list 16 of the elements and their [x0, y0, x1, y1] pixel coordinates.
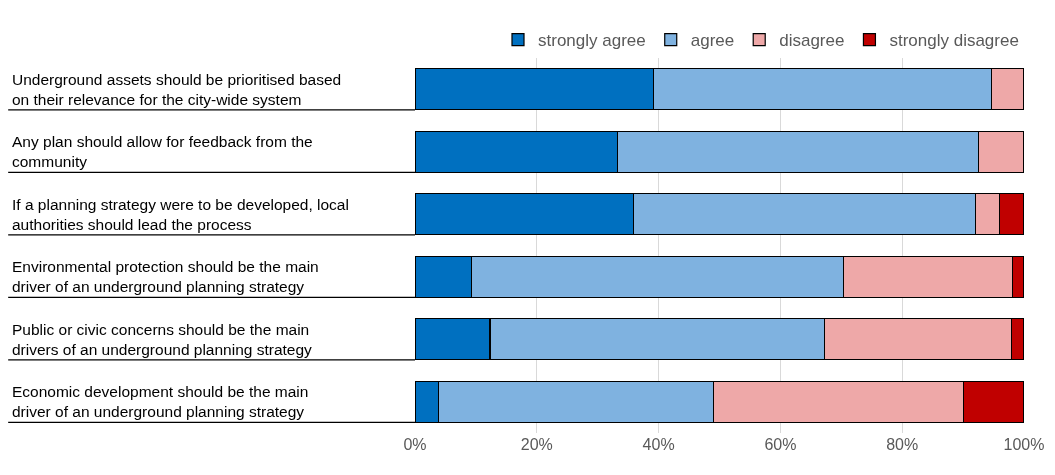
- legend-label: strongly disagree: [889, 31, 1019, 51]
- y-tick-label: Economic development should be the main driver of an underground planning strategy: [12, 383, 309, 421]
- x-tick-label: 60%: [764, 436, 797, 453]
- y-tick-label: Environmental protection should be the main driver of an underground planning strategy: [12, 258, 319, 296]
- y-tick-label: Any plan should allow for feedback from the community: [12, 133, 313, 171]
- x-tick-label: 40%: [642, 436, 675, 453]
- legend-label: disagree: [779, 31, 845, 51]
- x-tick-label: 100%: [1003, 436, 1045, 453]
- y-tick-label: Underground assets should be prioritised based on their relevance for the city-wide system: [12, 71, 342, 109]
- y-tick-label: Public or civic concerns should be the main drivers of an underground planning strategy: [12, 321, 313, 359]
- y-tick-label: If a planning strategy were to be developed, local authorities should lead the process: [12, 196, 349, 234]
- legend-label: strongly agree: [538, 31, 646, 51]
- x-tick-label: 80%: [886, 436, 919, 453]
- legend-label: agree: [690, 31, 735, 51]
- x-tick-label: 0%: [403, 436, 427, 453]
- x-tick-label: 20%: [520, 436, 553, 453]
